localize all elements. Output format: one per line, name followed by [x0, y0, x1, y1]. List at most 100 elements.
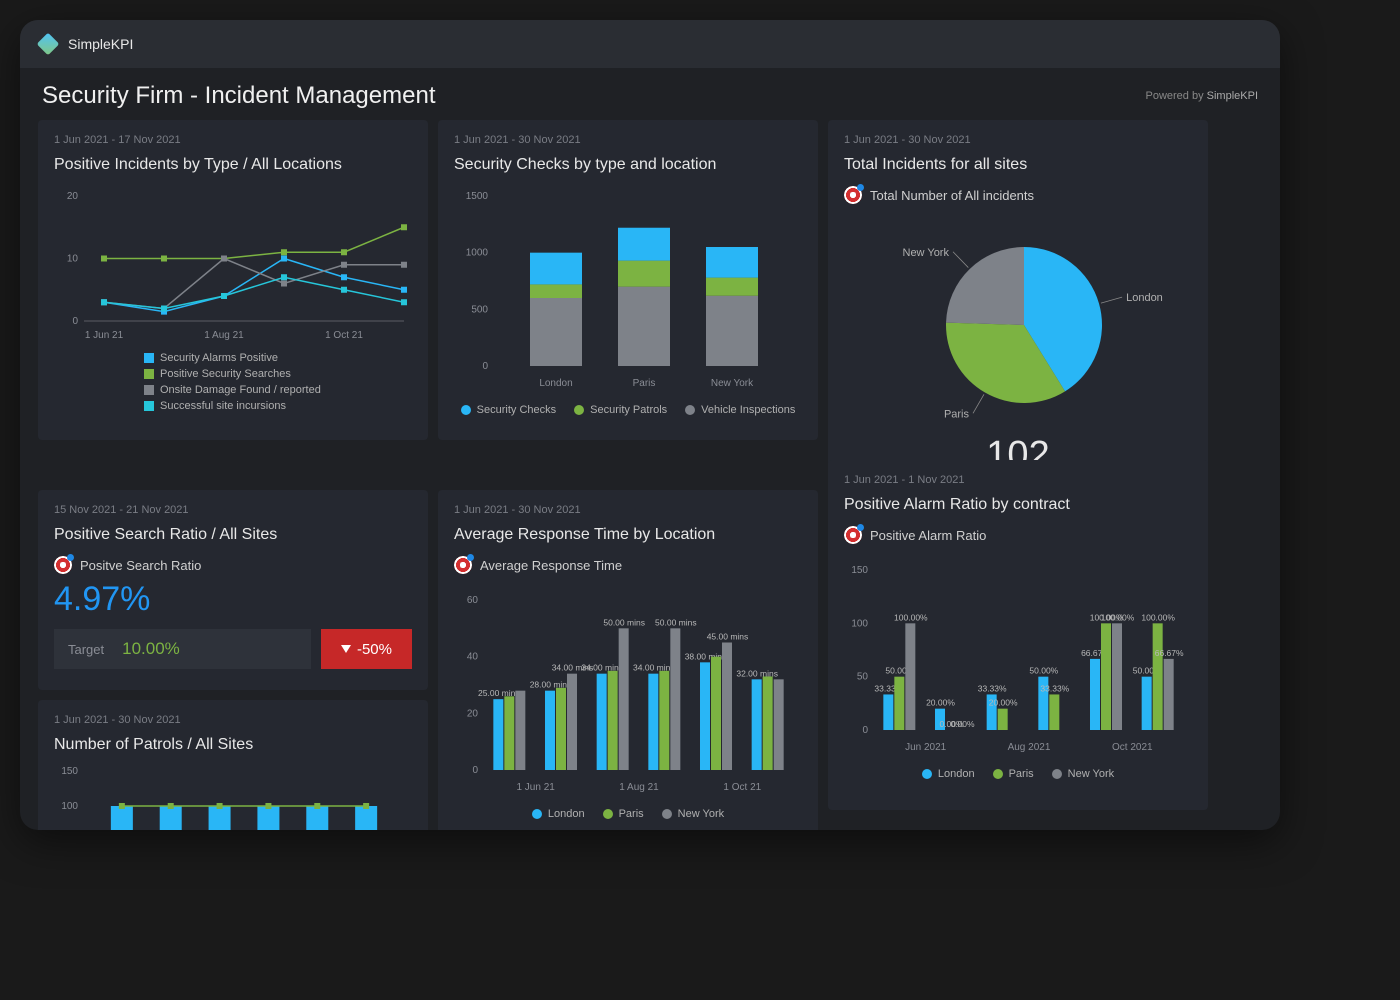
dashboard-grid: 1 Jun 2021 - 17 Nov 2021 Positive Incide… [20, 120, 1280, 830]
topbar: SimpleKPI [20, 20, 1280, 68]
card-patrols[interactable]: 1 Jun 2021 - 30 Nov 2021 Number of Patro… [38, 700, 428, 830]
metric-row: Positve Search Ratio [54, 556, 412, 574]
svg-text:0.00%: 0.00% [950, 719, 975, 729]
card-title: Positive Incidents by Type / All Locatio… [54, 156, 412, 174]
svg-text:50.00 mins: 50.00 mins [603, 617, 645, 627]
svg-text:50: 50 [857, 672, 869, 683]
legend: Security ChecksSecurity PatrolsVehicle I… [454, 404, 802, 416]
svg-text:20: 20 [467, 708, 479, 719]
legend-item: London [922, 768, 975, 780]
legend-item: Positive Security Searches [144, 368, 412, 380]
svg-text:50.00%: 50.00% [1029, 666, 1058, 676]
legend-item: Successful site incursions [144, 400, 412, 412]
legend-item: Paris [603, 808, 644, 820]
date-range: 1 Jun 2021 - 30 Nov 2021 [844, 134, 1192, 146]
metric-row: Total Number of All incidents [844, 186, 1192, 204]
target-icon [844, 186, 862, 204]
target-icon [454, 556, 472, 574]
svg-text:Oct 2021: Oct 2021 [1112, 742, 1153, 753]
legend-item: Security Alarms Positive [144, 352, 412, 364]
svg-text:Paris: Paris [944, 408, 970, 420]
svg-text:0: 0 [472, 765, 478, 776]
legend-item: Security Patrols [574, 404, 667, 416]
svg-text:150: 150 [851, 565, 868, 576]
svg-text:0: 0 [862, 725, 868, 736]
grouped-bar-chart: 05010015033.33%50.00%100.00%20.00%0.00%0… [844, 550, 1194, 760]
svg-text:Aug 2021: Aug 2021 [1008, 742, 1051, 753]
date-range: 1 Jun 2021 - 1 Nov 2021 [844, 474, 1192, 486]
svg-text:London: London [539, 378, 572, 389]
svg-text:33.33%: 33.33% [1040, 683, 1069, 693]
card-title: Average Response Time by Location [454, 526, 802, 544]
target-box: Target 10.00% -50% [54, 629, 412, 669]
svg-text:20: 20 [67, 191, 79, 202]
line-chart: 010201 Jun 211 Aug 211 Oct 21 [54, 186, 414, 346]
ratio-value: 4.97% [54, 580, 412, 619]
card-checks[interactable]: 1 Jun 2021 - 30 Nov 2021 Security Checks… [438, 120, 818, 440]
svg-text:20.00%: 20.00% [989, 698, 1018, 708]
svg-text:1 Jun 21: 1 Jun 21 [85, 330, 124, 341]
svg-text:60: 60 [467, 595, 479, 606]
legend-item: New York [1052, 768, 1114, 780]
card-title: Security Checks by type and location [454, 156, 802, 174]
svg-text:1000: 1000 [466, 248, 489, 259]
legend-item: Onsite Damage Found / reported [144, 384, 412, 396]
page-title: Security Firm - Incident Management [42, 82, 435, 110]
card-title: Number of Patrols / All Sites [54, 736, 412, 754]
svg-text:33.33%: 33.33% [978, 683, 1007, 693]
grouped-bar-chart: 020406025.00 mins28.00 mins34.00 mins34.… [454, 580, 804, 800]
legend-item: London [532, 808, 585, 820]
card-response[interactable]: 1 Jun 2021 - 30 Nov 2021 Average Respons… [438, 490, 818, 830]
logo-icon [37, 33, 60, 56]
card-ratio[interactable]: 15 Nov 2021 - 21 Nov 2021 Positive Searc… [38, 490, 428, 690]
svg-text:150: 150 [61, 766, 78, 777]
stacked-bar-chart: 0 500 1000 1500 London Paris New York [454, 186, 804, 396]
svg-text:1 Oct 21: 1 Oct 21 [723, 782, 761, 793]
svg-text:20.00%: 20.00% [926, 698, 955, 708]
legend: Security Alarms Positive Positive Securit… [144, 352, 412, 412]
card-title: Positive Search Ratio / All Sites [54, 526, 412, 544]
date-range: 15 Nov 2021 - 21 Nov 2021 [54, 504, 412, 516]
header: Security Firm - Incident Management Powe… [20, 68, 1280, 120]
svg-text:10: 10 [67, 254, 79, 265]
left-stack: 15 Nov 2021 - 21 Nov 2021 Positive Searc… [38, 490, 428, 830]
date-range: 1 Jun 2021 - 17 Nov 2021 [54, 134, 412, 146]
date-range: 1 Jun 2021 - 30 Nov 2021 [54, 714, 412, 726]
svg-text:Jun 2021: Jun 2021 [905, 742, 947, 753]
svg-text:1 Jun 21: 1 Jun 21 [516, 782, 555, 793]
svg-text:0: 0 [482, 361, 488, 372]
delta-badge: -50% [321, 629, 412, 669]
svg-text:100.00%: 100.00% [894, 612, 928, 622]
dashboard-window: SimpleKPI Security Firm - Incident Manag… [20, 20, 1280, 830]
card-incidents[interactable]: 1 Jun 2021 - 17 Nov 2021 Positive Incide… [38, 120, 428, 440]
target-label: Target [68, 642, 104, 657]
svg-text:London: London [1126, 292, 1163, 304]
legend: London Paris New York [454, 808, 802, 820]
card-title: Total Incidents for all sites [844, 156, 1192, 174]
svg-text:New York: New York [711, 378, 754, 389]
svg-text:45.00 mins: 45.00 mins [707, 632, 749, 642]
svg-text:0: 0 [72, 316, 78, 327]
legend-item: New York [662, 808, 724, 820]
pie-chart: LondonParisNew York [844, 210, 1194, 430]
card-alarm[interactable]: 1 Jun 2021 - 1 Nov 2021 Positive Alarm R… [828, 460, 1208, 810]
legend-item: Security Checks [461, 404, 556, 416]
svg-text:500: 500 [471, 304, 488, 315]
target-icon [844, 526, 862, 544]
card-total[interactable]: 1 Jun 2021 - 30 Nov 2021 Total Incidents… [828, 120, 1208, 480]
powered-by: Powered by SimpleKPI [1145, 90, 1258, 102]
target-icon [54, 556, 72, 574]
svg-text:Paris: Paris [633, 378, 656, 389]
bar-line-chart: 100 150 [54, 766, 414, 830]
date-range: 1 Jun 2021 - 30 Nov 2021 [454, 504, 802, 516]
svg-text:1 Aug 21: 1 Aug 21 [204, 330, 244, 341]
svg-text:40: 40 [467, 652, 479, 663]
legend-item: Paris [993, 768, 1034, 780]
arrow-down-icon [341, 645, 351, 653]
svg-text:100: 100 [61, 801, 78, 812]
svg-text:1500: 1500 [466, 191, 489, 202]
legend: London Paris New York [844, 768, 1192, 780]
metric-label: Average Response Time [480, 558, 622, 573]
svg-text:1 Aug 21: 1 Aug 21 [619, 782, 659, 793]
metric-label: Positve Search Ratio [80, 558, 201, 573]
